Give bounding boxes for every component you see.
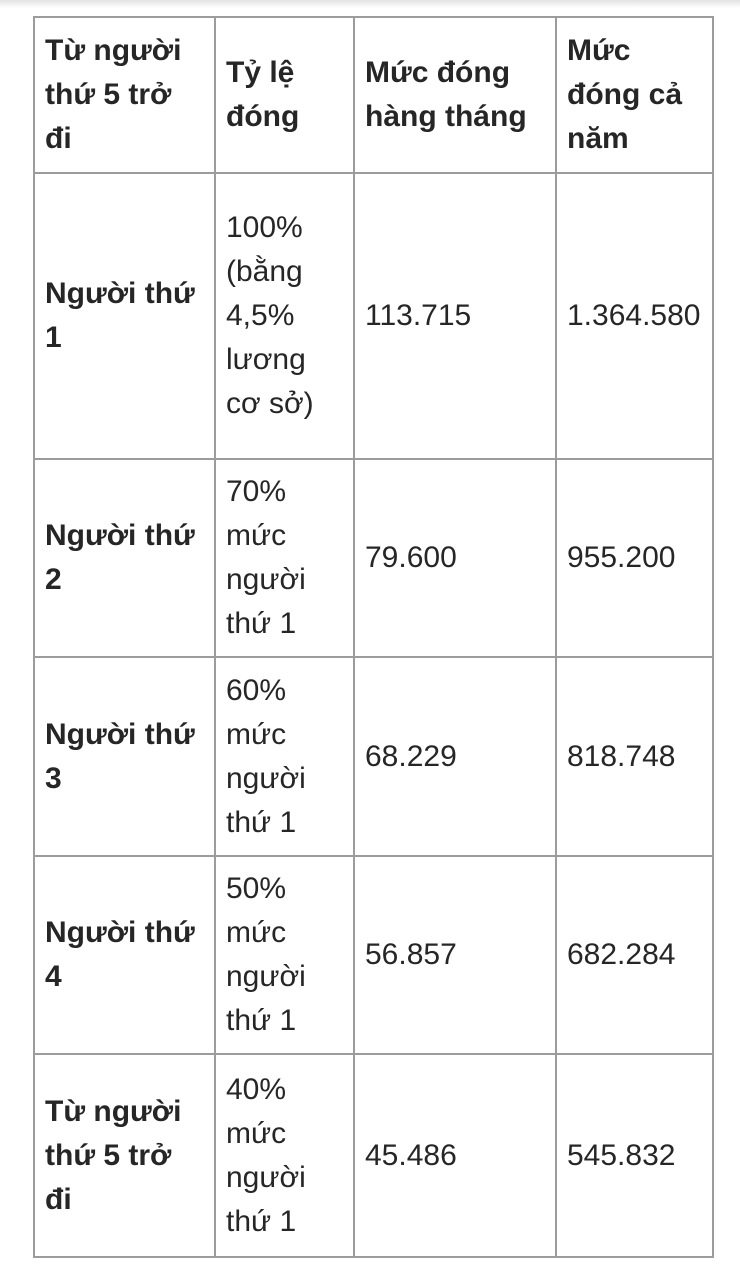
row-label-cell: Người thứ 2	[33, 458, 216, 658]
monthly-amount-cell: 56.857	[353, 855, 557, 1055]
row-label-cell: Người thứ 3	[33, 656, 216, 857]
header-cell-yearly: Mức đóng cả năm	[555, 16, 714, 174]
row-label-cell: Người thứ 4	[33, 855, 216, 1055]
yearly-amount-cell: 682.284	[555, 855, 714, 1055]
table-header-row: Từ người thứ 5 trở đi Tỷ lệ đóng Mức đón…	[33, 16, 714, 174]
header-cell-rate: Tỷ lệ đóng	[214, 16, 355, 174]
rate-cell: 50% mức người thứ 1	[214, 855, 355, 1055]
insurance-contribution-table: Từ người thứ 5 trở đi Tỷ lệ đóng Mức đón…	[33, 16, 714, 1258]
rate-cell: 70% mức người thứ 1	[214, 458, 355, 658]
table-row: Người thứ 4 50% mức người thứ 1 56.857 6…	[33, 855, 714, 1055]
monthly-amount-cell: 45.486	[353, 1053, 557, 1258]
yearly-amount-cell: 545.832	[555, 1053, 714, 1258]
yearly-amount-cell: 1.364.580	[555, 172, 714, 460]
header-cell-member: Từ người thứ 5 trở đi	[33, 16, 216, 174]
row-label-cell: Từ người thứ 5 trở đi	[33, 1053, 216, 1258]
table-row: Người thứ 1 100% (bằng 4,5% lương cơ sở)…	[33, 172, 714, 460]
monthly-amount-cell: 113.715	[353, 172, 557, 460]
rate-cell: 60% mức người thứ 1	[214, 656, 355, 857]
header-cell-monthly: Mức đóng hàng tháng	[353, 16, 557, 174]
row-label-cell: Người thứ 1	[33, 172, 216, 460]
rate-cell: 100% (bằng 4,5% lương cơ sở)	[214, 172, 355, 460]
yearly-amount-cell: 818.748	[555, 656, 714, 857]
table-row: Người thứ 3 60% mức người thứ 1 68.229 8…	[33, 656, 714, 857]
rate-cell: 40% mức người thứ 1	[214, 1053, 355, 1258]
table-row: Người thứ 2 70% mức người thứ 1 79.600 9…	[33, 458, 714, 658]
top-fade-strip	[0, 0, 740, 8]
table-row: Từ người thứ 5 trở đi 40% mức người thứ …	[33, 1053, 714, 1258]
monthly-amount-cell: 79.600	[353, 458, 557, 658]
monthly-amount-cell: 68.229	[353, 656, 557, 857]
yearly-amount-cell: 955.200	[555, 458, 714, 658]
